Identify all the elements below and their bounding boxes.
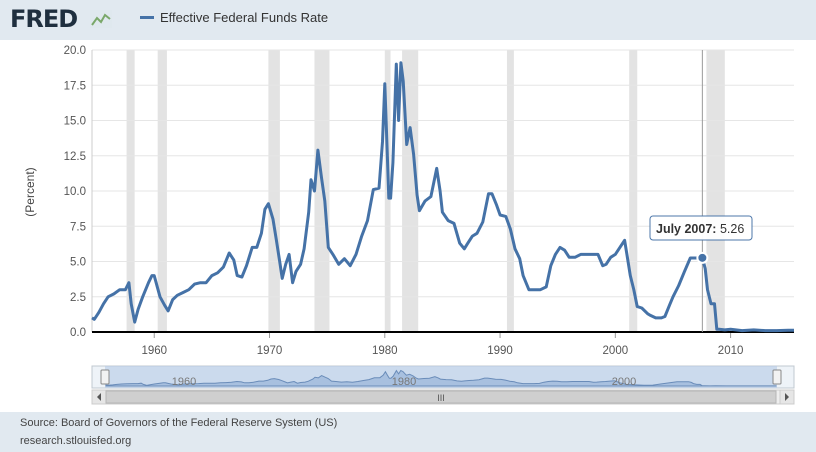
nav-handle-left[interactable] — [100, 369, 110, 385]
scroll-left-arrow-icon[interactable] — [97, 393, 101, 401]
navigator-series — [105, 369, 777, 387]
y-axis-label: (Percent) — [23, 167, 37, 216]
navigator-labels: 1960 1980 2000 — [172, 376, 636, 388]
svg-text:July 2007: 5.26: July 2007: 5.26 — [656, 222, 744, 236]
fred-logo: FRED — [10, 5, 78, 33]
x-tick-label: 1990 — [487, 345, 513, 357]
grid-lines — [91, 49, 794, 332]
x-tick-label: 1970 — [257, 345, 283, 357]
chart-header: FRED Effective Federal Funds Rate — [0, 0, 816, 40]
x-tick-label: 1980 — [372, 345, 398, 357]
nav-handle-right[interactable] — [772, 369, 782, 385]
source-note: Source: Board of Governors of the Federa… — [20, 417, 338, 429]
x-tick-label: 1960 — [141, 345, 167, 357]
x-axis-ticks: 1960 1970 1980 1990 2000 2010 — [141, 332, 743, 357]
y-tick-label: 10.0 — [64, 186, 86, 198]
legend-item[interactable]: Effective Federal Funds Rate — [140, 10, 328, 25]
legend-label: Effective Federal Funds Rate — [160, 10, 329, 25]
source-link[interactable]: research.stlouisfed.org — [20, 435, 132, 447]
scrollbar[interactable]: III — [91, 389, 795, 405]
y-tick-label: 7.5 — [70, 221, 86, 233]
x-tick-label: 2000 — [603, 345, 629, 357]
nav-label-2000: 2000 — [612, 376, 636, 388]
tooltip-value: 5.26 — [720, 222, 744, 236]
highlight-point[interactable] — [696, 251, 709, 264]
chart-panel: 0.0 2.5 5.0 7.5 10.0 12.5 15.0 17.5 20.0 1960 197… — [0, 40, 816, 412]
navigator[interactable]: 1960 1980 2000 — [91, 365, 795, 389]
scroll-thumb[interactable] — [105, 390, 777, 404]
y-tick-label: 20.0 — [64, 45, 86, 57]
scroll-grip: III — [437, 393, 445, 403]
line-chart[interactable]: 0.0 2.5 5.0 7.5 10.0 12.5 15.0 17.5 20.0 1960 197… — [0, 40, 816, 412]
scroll-right-arrow-icon[interactable] — [785, 393, 789, 401]
y-tick-label: 17.5 — [64, 80, 86, 92]
y-tick-label: 0.0 — [70, 327, 86, 339]
x-tick-label: 2010 — [718, 345, 744, 357]
y-tick-label: 15.0 — [64, 116, 86, 128]
y-tick-label: 12.5 — [64, 151, 86, 163]
series-line[interactable] — [91, 61, 794, 333]
y-axis-ticks: 0.0 2.5 5.0 7.5 10.0 12.5 15.0 17.5 20.0 — [64, 45, 86, 339]
nav-label-1960: 1960 — [172, 376, 196, 388]
y-tick-label: 5.0 — [70, 257, 86, 269]
legend-swatch — [140, 16, 154, 19]
fred-chart-icon — [90, 10, 112, 28]
tooltip: July 2007: 5.26 — [649, 215, 753, 241]
tooltip-label: July 2007 — [656, 222, 712, 236]
nav-label-1980: 1980 — [392, 376, 416, 388]
y-tick-label: 2.5 — [70, 292, 86, 304]
